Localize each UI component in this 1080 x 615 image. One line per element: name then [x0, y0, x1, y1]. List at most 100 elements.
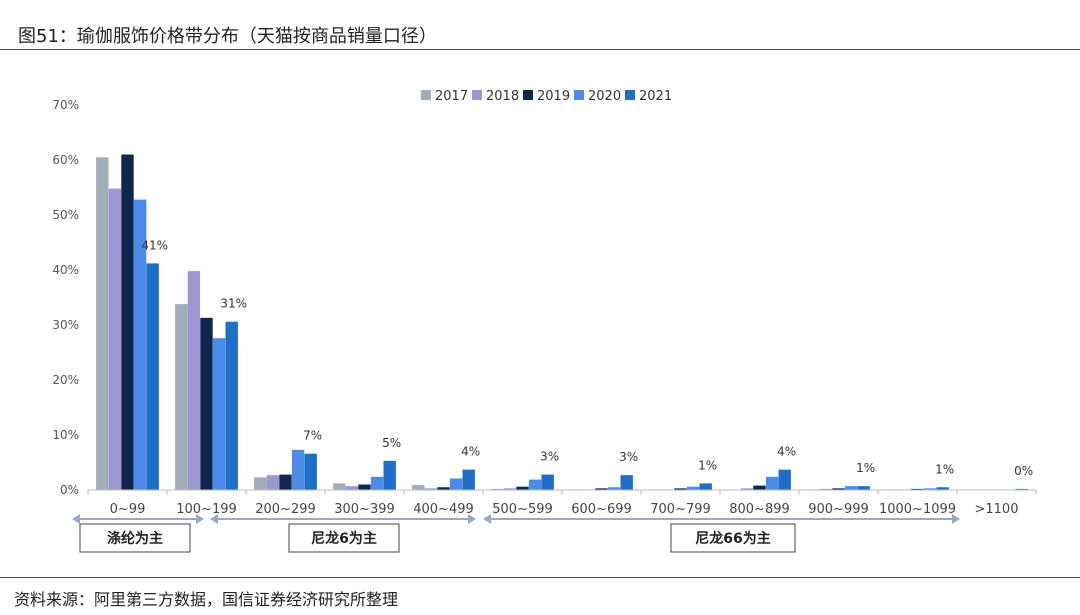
y-tick-label: 0% — [60, 483, 79, 497]
bar-2020-4 — [449, 478, 463, 490]
bar-2018-5 — [503, 488, 517, 490]
data-label: 4% — [461, 445, 480, 459]
legend-swatch — [625, 90, 635, 100]
bar-2018-0 — [108, 188, 122, 490]
bar-2021-6 — [620, 475, 633, 490]
bar-2020-9 — [844, 486, 858, 490]
band-label: 尼龙66为主 — [695, 530, 770, 547]
y-tick-label: 60% — [52, 153, 79, 167]
bar-2021-0 — [146, 263, 159, 490]
source-divider — [0, 577, 1080, 578]
bar-2017-0 — [96, 157, 109, 490]
bar-2020-3 — [370, 476, 384, 490]
bar-2019-10 — [911, 488, 924, 490]
x-tick-label: 1000~1099 — [879, 502, 956, 517]
bar-2018-1 — [187, 271, 201, 490]
bar-2020-1 — [212, 338, 226, 490]
bar-2021-10 — [936, 487, 949, 490]
bar-2021-4 — [462, 469, 475, 490]
material-bands: 涤纶为主 尼龙6为主 尼龙66为主 — [72, 514, 960, 553]
bar-2021-1 — [225, 321, 238, 490]
y-tick-label: 70% — [52, 98, 79, 112]
x-tick-label: 300~399 — [334, 502, 395, 517]
title-divider — [0, 49, 1080, 50]
legend-swatch — [421, 90, 431, 100]
bar-2019-8 — [753, 485, 766, 490]
bar-2019-7 — [674, 488, 687, 490]
x-tick-label: >1100 — [975, 502, 1019, 517]
bar-2019-3 — [358, 484, 371, 490]
legend-label: 2018 — [486, 89, 519, 104]
bar-2019-1 — [200, 317, 213, 490]
source-note: 资料来源：阿里第三方数据，国信证券经济研究所整理 — [14, 590, 399, 609]
legend-swatch — [472, 90, 482, 100]
legend: 2017 2018 2019 2020 2021 — [421, 89, 672, 104]
legend-label: 2020 — [588, 89, 621, 104]
band-label-box — [79, 523, 191, 553]
data-label: 1% — [698, 458, 717, 472]
x-axis: 0~99 100~199 200~299 300~399 400~499 500~599 6… — [110, 502, 1019, 517]
data-label: 4% — [777, 445, 796, 459]
band-label: 尼龙6为主 — [311, 530, 377, 547]
x-tick-label: 900~999 — [808, 502, 869, 517]
figure-title: 图51：瑜伽服饰价格带分布（天猫按商品销量口径） — [18, 26, 437, 47]
x-tick-label: 500~599 — [492, 502, 553, 517]
data-label: 3% — [619, 450, 638, 464]
legend-label: 2017 — [435, 89, 468, 104]
band-arrow-head-right — [468, 514, 476, 524]
bar-2021-7 — [699, 483, 712, 490]
x-tick-label: 400~499 — [413, 502, 474, 517]
bar-2020-5 — [528, 479, 542, 490]
bar-2020-2 — [291, 449, 305, 490]
data-label: 1% — [856, 461, 875, 475]
y-tick-label: 30% — [52, 318, 79, 332]
bar-group — [87, 154, 1037, 495]
bar-2021-3 — [383, 460, 396, 490]
bar-2019-0 — [121, 154, 134, 490]
bar-2021-2 — [304, 453, 317, 490]
bar-2019-5 — [516, 486, 529, 490]
x-tick-label: 800~899 — [729, 502, 790, 517]
bar-chart: 0% 10% 20% 30% 40% 50% 60% 70% 0~99 100~199 200~2… — [52, 89, 1037, 553]
y-axis: 0% 10% 20% 30% 40% 50% 60% 70% — [52, 98, 79, 497]
data-label: 3% — [540, 450, 559, 464]
y-tick-label: 40% — [52, 263, 79, 277]
band-arrow-head-right — [952, 514, 960, 524]
legend-swatch — [574, 90, 584, 100]
band-label-box — [670, 523, 796, 553]
band-arrow-head-left — [210, 514, 218, 524]
band-arrow-head-left — [72, 514, 80, 524]
data-label: 7% — [303, 429, 322, 443]
bar-2021-11 — [1015, 488, 1028, 490]
bar-2017-1 — [175, 304, 188, 490]
band-label-box — [288, 523, 400, 553]
band-arrow-head-left — [483, 514, 491, 524]
bar-2020-6 — [607, 487, 621, 490]
legend-swatch — [523, 90, 533, 100]
bar-2021-9 — [857, 486, 870, 490]
bar-2020-7 — [686, 486, 700, 490]
bar-2018-8 — [740, 488, 754, 490]
bar-2017-4 — [412, 485, 425, 490]
bar-2020-10 — [923, 488, 937, 490]
bar-2021-5 — [541, 474, 554, 490]
x-tick-label: 100~199 — [176, 502, 237, 517]
data-label: 1% — [935, 462, 954, 476]
bar-2017-2 — [254, 477, 267, 490]
bar-2019-6 — [595, 488, 608, 490]
bar-2019-4 — [437, 487, 450, 490]
y-tick-label: 20% — [52, 373, 79, 387]
y-tick-label: 10% — [52, 428, 79, 442]
bar-2021-8 — [778, 469, 791, 490]
y-tick-label: 50% — [52, 208, 79, 222]
bar-2017-3 — [333, 483, 346, 490]
x-tick-label: 700~799 — [650, 502, 711, 517]
data-label: 0% — [1014, 464, 1033, 478]
data-label: 31% — [220, 297, 247, 311]
bar-2017-5 — [491, 488, 504, 490]
bar-2018-9 — [819, 488, 833, 490]
x-tick-label: 0~99 — [110, 502, 146, 517]
bar-2020-8 — [765, 476, 779, 490]
data-labels: 41% 31% 7% 5% 4% 3% 3% 1% 4% 1% 1% 0% — [141, 238, 1033, 478]
bar-2018-3 — [345, 486, 359, 490]
